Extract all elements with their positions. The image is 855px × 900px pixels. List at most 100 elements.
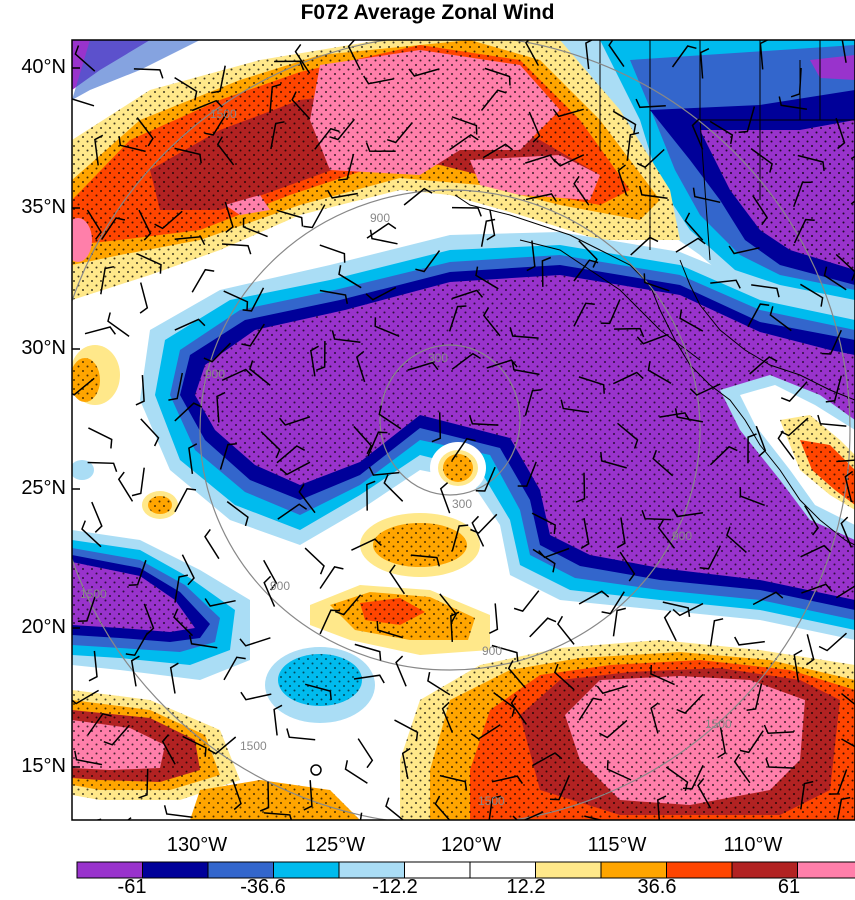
wind-barb xyxy=(710,279,741,289)
wind-barb xyxy=(304,547,325,575)
wind-barb xyxy=(674,408,704,423)
wind-barb xyxy=(365,142,396,153)
wind-barb xyxy=(636,148,665,169)
wind-barb xyxy=(314,127,340,150)
wind-barb xyxy=(797,154,825,171)
wind-barb xyxy=(136,117,154,147)
wind-barb xyxy=(294,43,311,74)
wind-barb xyxy=(154,210,183,230)
wind-barb xyxy=(841,738,855,748)
lat-ticks xyxy=(72,67,80,768)
wind-barb xyxy=(709,120,734,145)
wind-barb xyxy=(139,282,149,314)
wind-barb xyxy=(277,503,308,520)
wind-barb xyxy=(434,795,451,820)
wind-barb xyxy=(86,209,103,240)
wind-barb xyxy=(699,48,710,79)
wind-barb xyxy=(475,466,496,492)
wind-barb xyxy=(138,209,152,241)
wind-barb xyxy=(242,287,265,312)
wind-barb xyxy=(470,513,498,534)
wind-barb xyxy=(319,566,344,589)
wind-barb xyxy=(374,317,400,337)
contour-label: 900 xyxy=(370,211,390,225)
wind-barb xyxy=(528,111,541,143)
wind-barb xyxy=(188,443,198,475)
wind-barb xyxy=(309,345,319,377)
wind-barb xyxy=(357,738,374,769)
wind-barb xyxy=(835,585,855,599)
wind-barb xyxy=(344,760,368,784)
lon-label: 130°W xyxy=(166,834,228,856)
wind-barb xyxy=(276,445,306,464)
wind-barb xyxy=(617,164,628,196)
height-contours xyxy=(72,40,851,820)
wind-barb xyxy=(841,693,855,706)
wind-barb xyxy=(353,674,385,684)
wind-barb xyxy=(759,40,769,70)
wind-barb xyxy=(334,594,362,616)
wind-barb xyxy=(580,517,590,550)
wind-barb xyxy=(484,67,511,86)
lon-label: 120°W xyxy=(440,834,502,856)
wind-barb xyxy=(226,501,249,527)
wind-barb xyxy=(630,236,659,256)
wind-barb xyxy=(573,259,599,282)
wind-barb xyxy=(72,98,95,107)
wind-barb xyxy=(319,609,340,635)
wind-barb xyxy=(755,425,767,458)
wind-barb xyxy=(88,650,98,682)
wind-barb xyxy=(825,375,843,403)
wind-barb xyxy=(140,418,160,447)
colorbar-label: 36.6 xyxy=(637,876,677,898)
wind-barb xyxy=(738,106,756,134)
colorbar-swatch xyxy=(797,861,855,879)
wind-barb xyxy=(488,795,502,820)
wind-barb xyxy=(699,545,722,570)
wind-barb xyxy=(733,753,751,784)
wind-barb xyxy=(747,303,770,328)
map-title: F072 Average Zonal Wind xyxy=(300,1,555,24)
wind-barb xyxy=(203,342,231,363)
wind-barb xyxy=(841,40,847,63)
wind-barb xyxy=(136,253,162,274)
wind-barb xyxy=(403,187,433,206)
wind-barb xyxy=(286,728,316,741)
contour-label: 1500 xyxy=(705,717,732,731)
wind-barb xyxy=(612,607,626,637)
wind-barb xyxy=(276,209,304,227)
wind-barb xyxy=(510,695,528,725)
wind-barb xyxy=(620,825,649,834)
wind-barb xyxy=(525,193,558,202)
wind-barb xyxy=(305,683,332,701)
wind-barb xyxy=(596,685,628,695)
wind-barb xyxy=(143,603,155,635)
wind-barb xyxy=(747,433,757,464)
wind-barb xyxy=(717,727,727,759)
wind-barb xyxy=(87,461,118,473)
wind-barb xyxy=(643,273,670,292)
coastlines xyxy=(454,40,855,546)
wind-barb xyxy=(793,218,815,244)
wind-barb xyxy=(216,136,235,166)
wind-barb xyxy=(739,730,764,754)
wind-barb xyxy=(451,352,481,370)
lat-label: 20°N xyxy=(21,616,66,638)
wind-barb xyxy=(135,375,145,406)
wind-barb xyxy=(509,327,539,339)
wind-barb xyxy=(553,663,575,691)
wind-barb xyxy=(663,610,677,642)
contour-label: 300 xyxy=(428,351,448,365)
wind-barb xyxy=(821,329,842,355)
wind-barb xyxy=(118,136,146,153)
wind-barb xyxy=(578,697,603,721)
wind-barbs xyxy=(72,40,855,834)
wind-barb xyxy=(173,608,194,637)
wind-barb xyxy=(242,217,268,238)
wind-barb xyxy=(239,637,271,647)
wind-barb xyxy=(675,237,706,253)
wind-barb xyxy=(671,45,697,68)
central-easterly-region xyxy=(140,232,855,640)
wind-barb xyxy=(804,505,820,536)
wind-barb xyxy=(635,98,666,109)
